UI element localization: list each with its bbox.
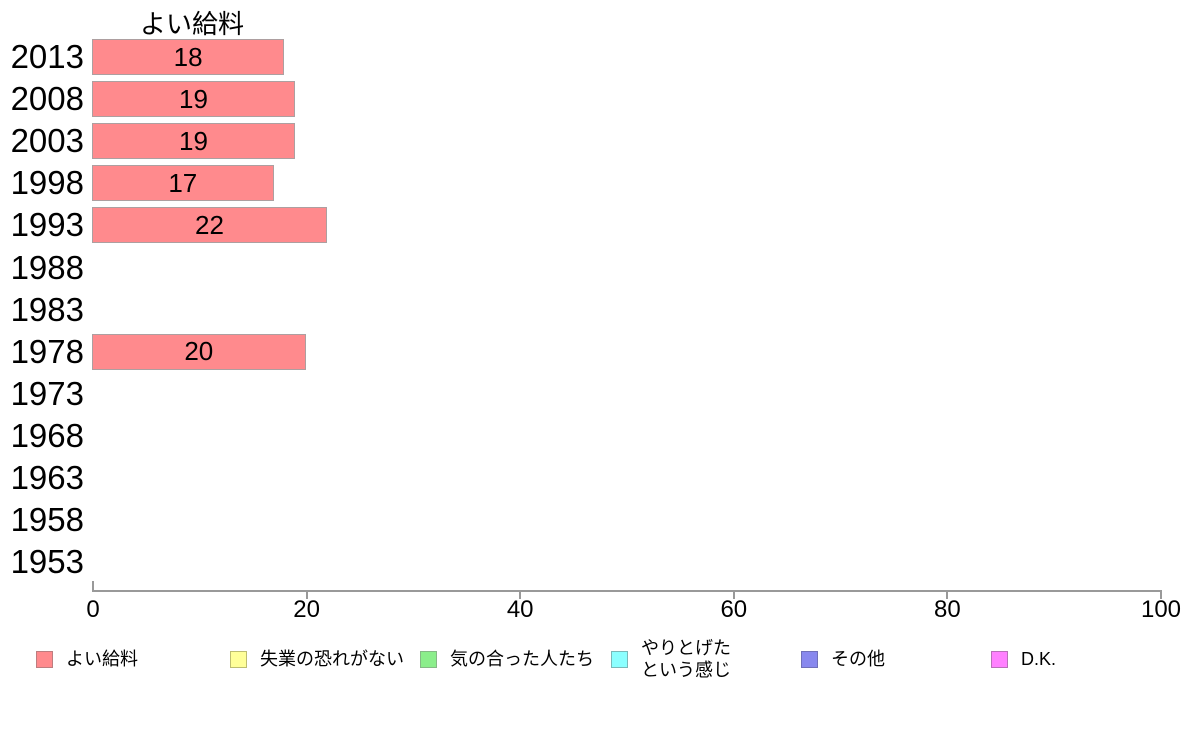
legend-item-1: よい給料 [36,637,138,681]
y-axis-label-1953: 1953 [10,543,84,581]
y-axis-label-1978: 1978 [10,332,84,370]
bar-1993: 22 [92,207,327,244]
y-axis-label-2013: 2013 [10,38,84,75]
bar-2003: 19 [92,123,295,160]
y-axis-label-2003: 2003 [10,122,84,160]
legend-swatch-5 [801,650,818,668]
y-axis-label-2008: 2008 [10,80,84,118]
legend-item-6: D.K. [991,637,1056,681]
x-axis-tick-60 [732,592,735,599]
y-axis-label-1998: 1998 [10,164,84,202]
x-axis-tick-label-20: 20 [293,596,320,623]
bar-value-2013: 18 [173,41,203,72]
bar-1998: 17 [92,165,274,202]
x-axis-tick-80 [946,592,949,599]
x-axis-line [92,590,1162,592]
legend-label-3: 気の合った人たち [450,649,594,669]
legend-label-6: D.K. [1021,649,1057,669]
legend-label-4: やりとげた という感じ [641,638,731,680]
legend-label-1: よい給料 [66,649,138,669]
bar-value-2008: 19 [178,83,208,114]
legend-label-5: その他 [831,649,885,669]
legend-item-3: 気の合った人たち [420,637,594,681]
legend-swatch-4 [611,650,628,668]
x-axis-tick-label-100: 100 [1140,596,1182,623]
x-axis-origin-stub [92,581,94,590]
bar-value-1998: 17 [168,167,198,198]
legend-swatch-3 [420,650,437,668]
legend-swatch-6 [991,650,1008,668]
bar-value-1978: 20 [184,336,214,367]
legend-swatch-2 [230,650,247,668]
y-axis-label-1968: 1968 [10,416,84,454]
legend: よい給料 失業の恐れがない 気の合った人たち やりとげた という感じ その他 D.K. [0,637,1188,681]
y-axis-label-1958: 1958 [10,501,84,539]
legend-label-2: 失業の恐れがない [260,649,404,669]
legend-item-5: その他 [801,637,885,681]
legend-item-2: 失業の恐れがない [230,637,404,681]
bar-1978: 20 [92,333,306,370]
x-axis-tick-label-40: 40 [506,596,534,623]
x-axis-tick-label-80: 80 [934,596,961,623]
x-axis-tick-20 [305,592,308,599]
x-axis-tick-label-60: 60 [720,596,748,623]
y-axis-label-1983: 1983 [10,290,84,328]
legend-swatch-1 [36,650,53,668]
y-axis-label-1973: 1973 [10,374,84,412]
bar-value-1993: 22 [195,209,224,240]
x-axis-tick-40 [519,592,522,599]
x-axis-tick-100 [1160,592,1162,599]
y-axis-label-1993: 1993 [10,206,84,244]
legend-item-4: やりとげた という感じ [611,637,731,681]
bar-2008: 19 [92,81,295,118]
chart-title: よい給料 [139,9,244,39]
y-axis-label-1988: 1988 [10,248,84,286]
bar-2013: 18 [92,39,285,75]
y-axis-label-1963: 1963 [10,459,84,496]
x-axis-tick-label-0: 0 [86,596,100,623]
bar-value-2003: 19 [178,125,208,156]
